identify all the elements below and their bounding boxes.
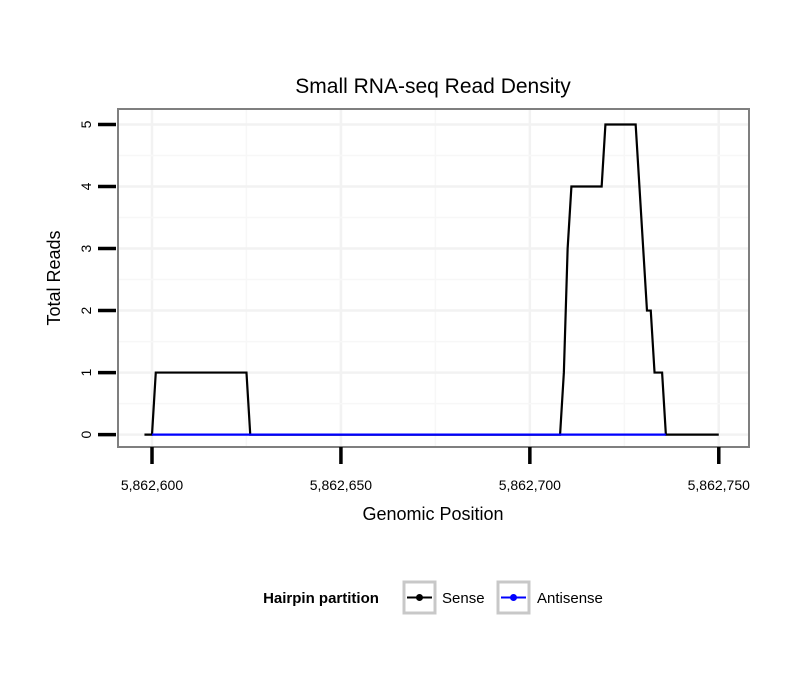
x-tick-label: 5,862,600 [121, 477, 183, 493]
y-tick-label: 2 [78, 306, 94, 314]
legend-label-antisense: Antisense [537, 590, 603, 607]
y-tick-label: 0 [78, 430, 94, 438]
x-tick-label: 5,862,650 [310, 477, 372, 493]
series-line-sense [144, 123, 719, 436]
x-tick-label: 5,862,750 [688, 477, 750, 493]
plot-panel [118, 109, 749, 447]
series-lines [144, 123, 719, 436]
x-tick-label: 5,862,700 [499, 477, 561, 493]
chart-title: Small RNA-seq Read Density [295, 75, 571, 98]
y-axis-ticks: 0 1 2 3 4 5 [78, 120, 116, 438]
plot-border [117, 108, 750, 448]
legend-label-sense: Sense [442, 590, 485, 607]
legend-dot-sense [416, 594, 423, 601]
x-axis-label: Genomic Position [362, 504, 503, 524]
y-tick-label: 1 [78, 368, 94, 376]
legend-title: Hairpin partition [263, 590, 379, 607]
y-tick-label: 4 [78, 182, 94, 190]
x-axis-ticks: 5,862,600 5,862,650 5,862,700 5,862,750 [121, 447, 750, 493]
y-axis-label: Total Reads [44, 230, 64, 325]
legend-dot-antisense [510, 594, 517, 601]
y-tick-label: 3 [78, 244, 94, 252]
legend: Hairpin partition Sense Antisense [263, 580, 603, 615]
y-tick-label: 5 [78, 120, 94, 128]
